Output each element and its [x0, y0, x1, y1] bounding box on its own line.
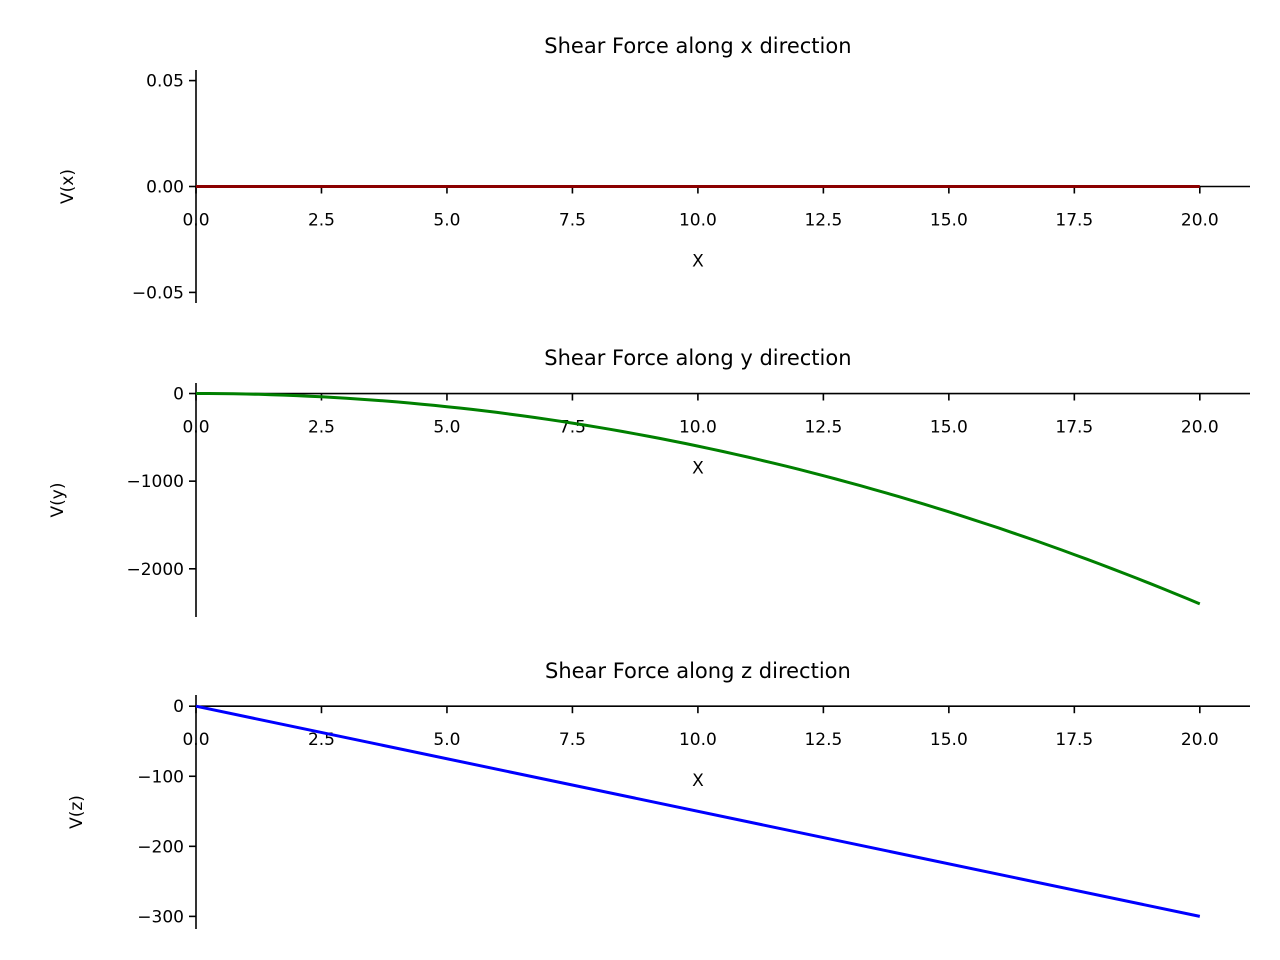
x-tick-label: 0.0 — [182, 730, 209, 750]
x-tick-label: 15.0 — [930, 418, 968, 438]
chart-title: Shear Force along x direction — [544, 34, 851, 58]
series-line-1 — [195, 704, 1201, 918]
x-tick-label: 0.0 — [182, 418, 209, 438]
chart-title: Shear Force along z direction — [545, 659, 851, 683]
x-tick-label: 20.0 — [1181, 730, 1219, 750]
x-tick-label: 20.0 — [1181, 418, 1219, 438]
x-tick-label: 0.0 — [182, 211, 209, 231]
x-tick-label: 2.5 — [308, 211, 335, 231]
x-tick-label: 10.0 — [679, 730, 717, 750]
x-axis-label: X — [692, 771, 704, 791]
y-tick-label: 0.05 — [146, 72, 184, 92]
y-tick-label: −1000 — [126, 472, 184, 492]
x-tick-label: 5.0 — [433, 418, 460, 438]
y-tick-label: 0 — [173, 385, 184, 405]
y-tick-label: −0.05 — [132, 283, 184, 303]
y-tick-label: −300 — [137, 907, 184, 927]
y-tick-label: 0 — [173, 697, 184, 717]
x-tick-label: 10.0 — [679, 211, 717, 231]
y-axis-label: V(z) — [67, 795, 87, 829]
x-axis-label: X — [692, 252, 704, 272]
x-tick-label: 5.0 — [433, 211, 460, 231]
x-tick-label: 15.0 — [930, 211, 968, 231]
chart-title: Shear Force along y direction — [544, 346, 851, 370]
x-tick-label: 10.0 — [679, 418, 717, 438]
x-tick-label: 17.5 — [1055, 730, 1093, 750]
x-tick-label: 17.5 — [1055, 418, 1093, 438]
subplot-1: Shear Force along x direction 0.0 2.5 5.0 7.… — [58, 34, 1250, 303]
y-axis-label: V(x) — [58, 169, 78, 204]
y-tick-label: −200 — [137, 837, 184, 857]
x-tick-label: 12.5 — [804, 418, 842, 438]
series-line-1 — [196, 392, 1201, 606]
y-tick-label: 0.00 — [146, 178, 184, 198]
x-tick-label: 7.5 — [559, 730, 586, 750]
x-tick-label: 15.0 — [930, 730, 968, 750]
x-tick-label: 12.5 — [804, 211, 842, 231]
x-tick-label: 17.5 — [1055, 211, 1093, 231]
x-tick-label: 5.0 — [433, 730, 460, 750]
x-tick-label: 12.5 — [804, 730, 842, 750]
x-axis-label: X — [692, 459, 704, 479]
y-tick-label: −2000 — [126, 560, 184, 580]
y-tick-label: −100 — [137, 767, 184, 787]
x-tick-label: 20.0 — [1181, 211, 1219, 231]
x-tick-label: 7.5 — [559, 211, 586, 231]
y-axis-label: V(y) — [48, 483, 68, 518]
x-tick-label: 2.5 — [308, 418, 335, 438]
